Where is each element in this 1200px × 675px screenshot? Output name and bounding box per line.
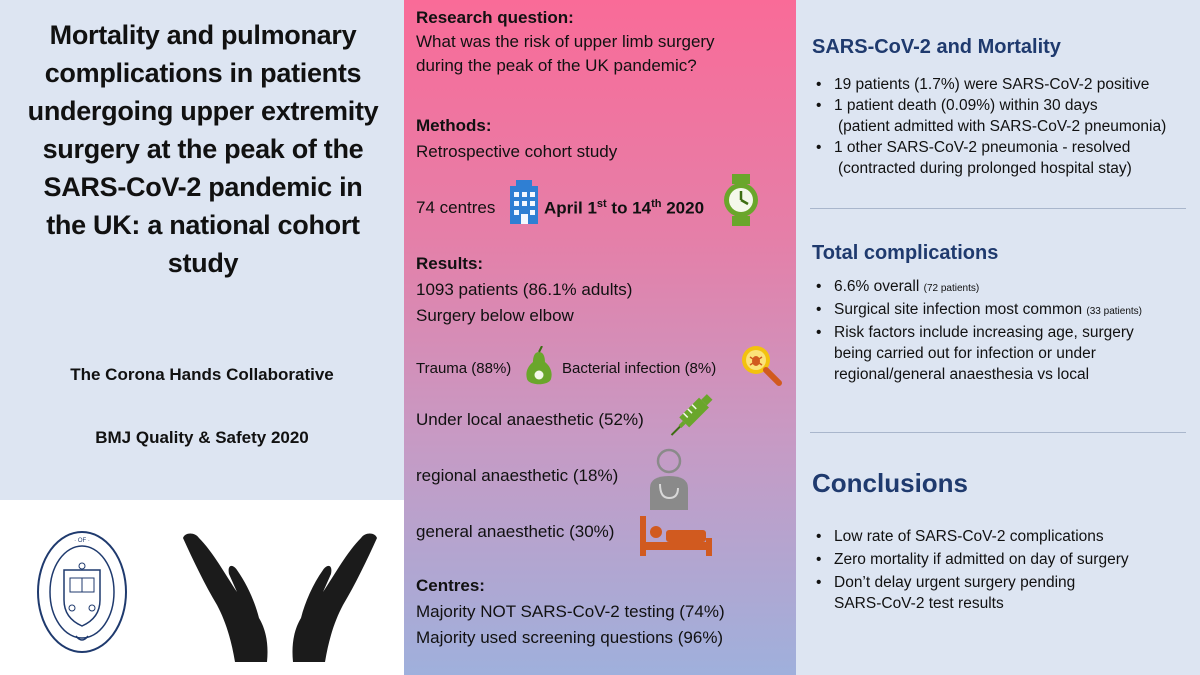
person-icon (650, 448, 688, 510)
left-bottom-panel: · OF · (0, 500, 404, 675)
bullet: • (816, 551, 822, 568)
dates-part-b: to 14 (606, 198, 652, 218)
middle-panel: Research question: What was the risk of … (404, 0, 796, 675)
centres-count: 74 centres (416, 198, 496, 217)
centres-line-1: Majority NOT SARS-CoV-2 testing (74%) (416, 602, 725, 621)
bug-magnifier-icon (742, 346, 782, 386)
complication-overall: 6.6% overall (834, 278, 924, 295)
oxford-crest-icon: · OF · (37, 531, 127, 653)
list-item: (patient admitted with SARS-CoV-2 pneumo… (812, 116, 1166, 137)
list-item: • 6.6% overall (72 patients) (812, 276, 1142, 299)
poster-title: Mortality and pulmonary complications in… (27, 20, 379, 278)
bed-icon (640, 516, 712, 556)
complications-heading: Total complications (812, 242, 999, 264)
mortality-item-3-detail: (contracted during prolonged hospital st… (838, 160, 1132, 177)
mortality-list: • 19 patients (1.7%) were SARS-CoV-2 posi… (812, 74, 1166, 179)
mortality-heading: SARS-CoV-2 and Mortality (812, 36, 1061, 58)
watch-icon (724, 174, 758, 226)
complication-ssi-count: (33 patients) (1086, 306, 1142, 317)
journal-citation: BMJ Quality & Safety 2020 (95, 428, 309, 447)
mortality-item-2: 1 patient death (0.09%) within 30 days (834, 97, 1098, 114)
study-dates: April 1st to 14th 2020 (544, 198, 704, 219)
research-question-heading: Research question: (416, 8, 574, 27)
complications-list: • 6.6% overall (72 patients) • Surgical si… (812, 276, 1142, 385)
list-item: SARS-CoV-2 test results (812, 593, 1129, 614)
complication-overall-count: (72 patients) (923, 283, 980, 294)
dates-sup-2: th (651, 198, 662, 210)
list-item: • Zero mortality if admitted on day of su… (812, 549, 1129, 570)
conclusion-2: Zero mortality if admitted on day of sur… (834, 551, 1129, 568)
bullet: • (816, 278, 822, 295)
research-question-line-1: What was the risk of upper limb surgery (416, 32, 715, 51)
bullet: • (816, 528, 822, 545)
crest-lettering: · OF · (74, 538, 90, 544)
research-question-line-2: during the peak of the UK pandemic? (416, 56, 697, 75)
dates-sup-1: st (596, 198, 607, 210)
bacterial-infection-stat: Bacterial infection (8%) (562, 360, 717, 377)
list-item: (contracted during prolonged hospital st… (812, 158, 1166, 179)
bullet: • (816, 97, 822, 114)
bullet: • (816, 324, 822, 341)
divider (810, 208, 1186, 209)
divider (810, 432, 1186, 433)
local-anaesthetic-stat: Under local anaesthetic (52%) (416, 410, 644, 429)
results-line-2: Surgery below elbow (416, 306, 574, 325)
list-item: • Low rate of SARS-CoV-2 complications (812, 526, 1129, 547)
list-item: • Surgical site infection most common (33… (812, 299, 1142, 322)
trauma-stat: Trauma (88%) (416, 360, 512, 377)
risk-factors-line-2: being carried out for infection or under (834, 345, 1096, 362)
results-heading: Results: (416, 254, 484, 273)
list-item: • 1 other SARS-CoV-2 pneumonia - resolved (812, 137, 1166, 158)
building-icon (510, 180, 538, 224)
risk-factors-line-1: Risk factors include increasing age, sur… (834, 324, 1134, 341)
bullet: • (816, 301, 822, 318)
list-item: regional/general anaesthesia vs local (812, 364, 1142, 385)
list-item: • Risk factors include increasing age, su… (812, 322, 1142, 343)
conclusion-1: Low rate of SARS-CoV-2 complications (834, 528, 1104, 545)
collaborative-name: The Corona Hands Collaborative (70, 365, 334, 384)
mortality-item-1: 19 patients (1.7%) were SARS-CoV-2 posit… (834, 76, 1150, 93)
list-item: • 19 patients (1.7%) were SARS-CoV-2 posi… (812, 74, 1166, 95)
general-anaesthetic-stat: general anaesthetic (30%) (416, 522, 615, 541)
list-item: • 1 patient death (0.09%) within 30 days (812, 95, 1166, 116)
left-panel: Mortality and pulmonary complications in… (0, 0, 404, 500)
mortality-item-2-detail: (patient admitted with SARS-CoV-2 pneumo… (838, 118, 1167, 135)
centres-heading: Centres: (416, 576, 485, 595)
list-item: • Don’t delay urgent surgery pending (812, 572, 1129, 593)
centres-line-2: Majority used screening questions (96%) (416, 628, 724, 647)
bullet: • (816, 76, 822, 93)
results-line-1: 1093 patients (86.1% adults) (416, 280, 633, 299)
conclusion-3-line-2: SARS-CoV-2 test results (834, 595, 1004, 612)
pear-icon (526, 346, 552, 385)
regional-anaesthetic-stat: regional anaesthetic (18%) (416, 466, 619, 485)
right-panel: SARS-CoV-2 and Mortality • 19 patients (1… (796, 0, 1200, 675)
syringe-icon (670, 394, 713, 436)
conclusions-list: • Low rate of SARS-CoV-2 complications • Z… (812, 526, 1129, 614)
bullet: • (816, 574, 822, 591)
dates-part-a: April 1 (544, 198, 597, 218)
methods-text: Retrospective cohort study (416, 142, 618, 161)
risk-factors-line-3: regional/general anaesthesia vs local (834, 366, 1090, 383)
conclusions-heading: Conclusions (812, 468, 969, 498)
bullet: • (816, 139, 822, 156)
mortality-item-3: 1 other SARS-CoV-2 pneumonia - resolved (834, 139, 1131, 156)
list-item: being carried out for infection or under (812, 343, 1142, 364)
dates-part-c: 2020 (661, 198, 705, 218)
methods-heading: Methods: (416, 116, 492, 135)
hands-icon (183, 533, 377, 662)
conclusion-3-line-1: Don’t delay urgent surgery pending (834, 574, 1076, 591)
complication-ssi: Surgical site infection most common (834, 301, 1087, 318)
